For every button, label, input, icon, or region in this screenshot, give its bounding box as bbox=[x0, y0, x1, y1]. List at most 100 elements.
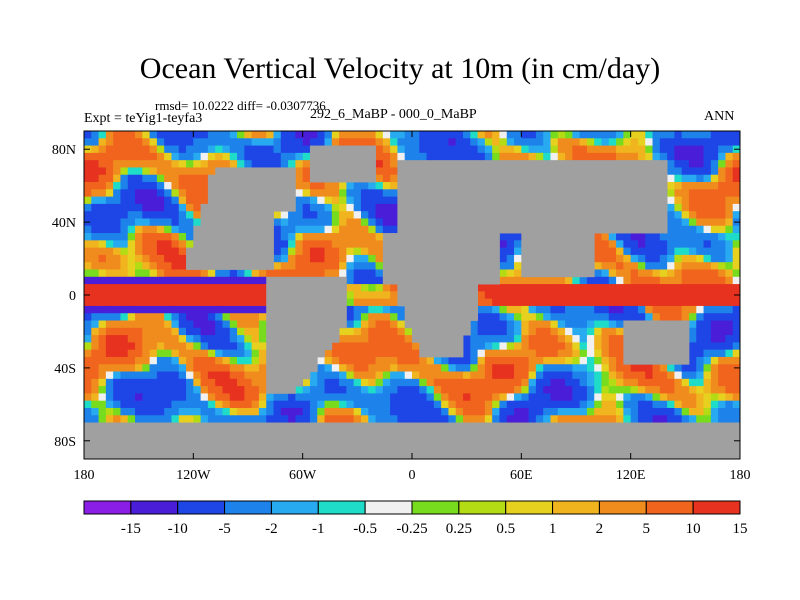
field-cell bbox=[149, 364, 158, 372]
land-cell bbox=[455, 174, 464, 183]
land-cell bbox=[353, 167, 362, 176]
land-cell bbox=[309, 174, 318, 183]
land-cell bbox=[193, 444, 202, 453]
land-cell bbox=[382, 276, 391, 285]
land-cell bbox=[579, 247, 588, 256]
land-cell bbox=[404, 189, 413, 197]
land-cell bbox=[586, 437, 595, 445]
field-cell bbox=[601, 349, 610, 358]
land-cell bbox=[193, 262, 202, 270]
field-cell bbox=[572, 386, 581, 394]
field-cell bbox=[499, 131, 508, 139]
field-cell bbox=[302, 378, 311, 387]
land-cell bbox=[455, 313, 464, 321]
land-cell bbox=[623, 218, 632, 227]
field-cell bbox=[725, 145, 734, 154]
field-cell bbox=[120, 160, 129, 168]
land-cell bbox=[237, 167, 245, 176]
field-cell bbox=[288, 262, 296, 270]
field-cell bbox=[718, 364, 726, 372]
field-cell bbox=[696, 276, 704, 285]
field-cell bbox=[630, 262, 639, 270]
field-cell bbox=[324, 131, 333, 139]
field-cell bbox=[499, 400, 508, 409]
field-cell bbox=[149, 298, 158, 307]
field-cell bbox=[244, 415, 253, 423]
field-cell bbox=[258, 276, 267, 285]
land-cell bbox=[594, 218, 602, 227]
land-cell bbox=[601, 211, 610, 219]
land-cell bbox=[543, 182, 551, 190]
land-cell bbox=[579, 167, 588, 176]
field-cell bbox=[674, 189, 683, 197]
land-cell bbox=[565, 262, 573, 270]
field-cell bbox=[353, 240, 362, 249]
land-cell bbox=[433, 240, 442, 249]
land-cell bbox=[288, 196, 296, 205]
field-cell bbox=[550, 393, 559, 402]
field-cell bbox=[455, 138, 464, 146]
field-cell bbox=[528, 407, 537, 416]
field-cell bbox=[171, 240, 180, 249]
land-cell bbox=[550, 444, 559, 453]
field-cell bbox=[229, 349, 238, 358]
land-cell bbox=[550, 211, 559, 219]
land-cell bbox=[550, 189, 559, 197]
field-cell bbox=[149, 174, 158, 183]
field-cell bbox=[616, 298, 624, 307]
land-cell bbox=[455, 167, 464, 176]
field-cell bbox=[222, 364, 231, 372]
land-cell bbox=[186, 422, 194, 431]
land-cell bbox=[477, 444, 486, 453]
field-cell bbox=[171, 349, 180, 358]
field-cell bbox=[346, 182, 355, 190]
field-cell bbox=[557, 335, 566, 343]
field-cell bbox=[135, 276, 143, 285]
field-cell bbox=[375, 371, 384, 380]
field-cell bbox=[244, 335, 253, 343]
field-cell bbox=[164, 233, 172, 241]
field-cell bbox=[586, 364, 595, 372]
field-cell bbox=[186, 407, 194, 416]
field-cell bbox=[215, 305, 223, 314]
land-cell bbox=[426, 240, 435, 249]
field-cell bbox=[579, 152, 588, 161]
land-cell bbox=[339, 145, 347, 154]
land-cell bbox=[368, 145, 376, 154]
field-cell bbox=[251, 284, 260, 292]
field-cell bbox=[594, 400, 602, 409]
field-cell bbox=[324, 393, 333, 402]
field-cell bbox=[550, 378, 559, 387]
land-cell bbox=[586, 203, 595, 212]
land-cell bbox=[732, 451, 740, 459]
field-cell bbox=[84, 349, 92, 358]
field-cell bbox=[186, 167, 194, 176]
field-cell bbox=[295, 415, 304, 423]
field-cell bbox=[178, 203, 187, 212]
field-cell bbox=[667, 386, 675, 394]
land-cell bbox=[499, 182, 508, 190]
field-cell bbox=[135, 386, 143, 394]
land-cell bbox=[309, 284, 318, 292]
land-cell bbox=[484, 437, 493, 445]
land-cell bbox=[616, 167, 624, 176]
field-cell bbox=[258, 378, 267, 387]
land-cell bbox=[550, 247, 559, 256]
x-tick-label: 180 bbox=[74, 468, 95, 483]
field-cell bbox=[120, 386, 129, 394]
field-cell bbox=[594, 313, 602, 321]
field-cell bbox=[186, 298, 194, 307]
land-cell bbox=[470, 284, 478, 292]
land-cell bbox=[484, 218, 493, 227]
field-cell bbox=[135, 211, 143, 219]
field-cell bbox=[98, 269, 107, 278]
land-cell bbox=[280, 313, 289, 321]
field-cell bbox=[681, 138, 690, 146]
field-cell bbox=[375, 342, 384, 351]
field-cell bbox=[725, 269, 734, 278]
land-cell bbox=[645, 342, 653, 351]
colorbar-swatch bbox=[177, 500, 226, 515]
land-cell bbox=[258, 211, 267, 219]
field-cell bbox=[229, 327, 238, 336]
land-cell bbox=[266, 247, 274, 256]
